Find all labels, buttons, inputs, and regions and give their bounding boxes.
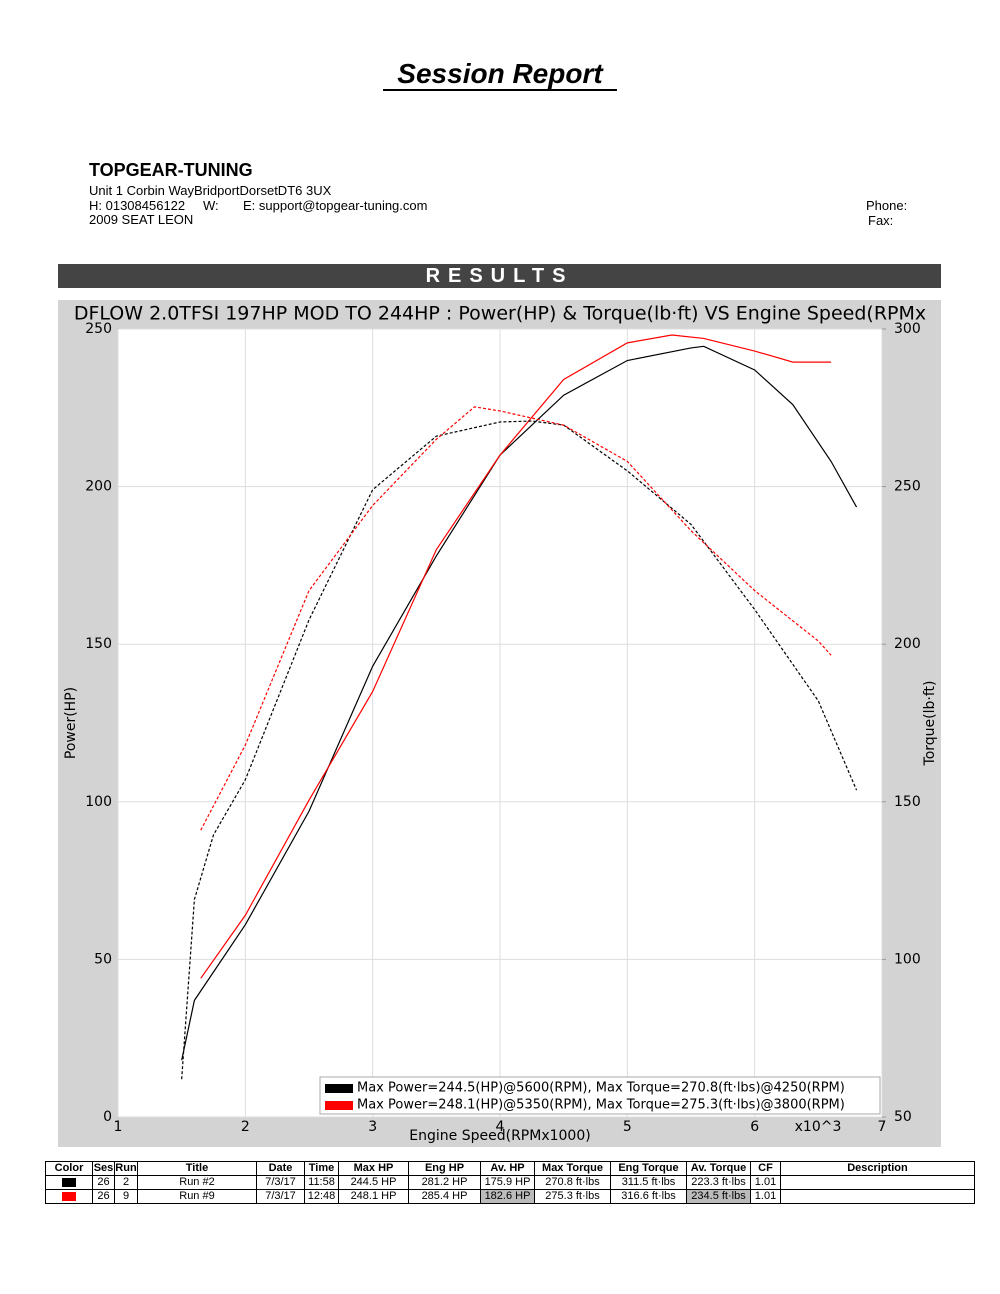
table-cell: 234.5 ft·lbs bbox=[686, 1189, 751, 1204]
table-cell: Run #9 bbox=[137, 1189, 257, 1204]
table-cell: 1.01 bbox=[750, 1175, 781, 1190]
table-cell: 270.8 ft·lbs bbox=[534, 1175, 611, 1190]
column-header: CF bbox=[750, 1161, 781, 1176]
y-tick-label: 200 bbox=[85, 479, 112, 495]
x-tick-label: 4 bbox=[496, 1119, 505, 1135]
column-header: Title bbox=[137, 1161, 257, 1176]
legend: Max Power=244.5(HP)@5600(RPM), Max Torqu… bbox=[325, 1081, 845, 1113]
legend-entry: Max Power=248.1(HP)@5350(RPM), Max Torqu… bbox=[357, 1098, 845, 1113]
table-cell: 7/3/17 bbox=[256, 1189, 305, 1204]
table-cell: 182.6 HP bbox=[480, 1189, 535, 1204]
x-tick-label: 2 bbox=[241, 1119, 250, 1135]
color-swatch bbox=[62, 1177, 76, 1187]
y2-tick-label: 250 bbox=[894, 479, 921, 495]
table-row: 26 2 Run #2 7/3/17 11:58 244.5 HP 281.2 HP 175.… bbox=[45, 1175, 975, 1190]
column-header: Date bbox=[256, 1161, 305, 1176]
column-header: Eng HP bbox=[408, 1161, 481, 1176]
column-header: Ses bbox=[92, 1161, 115, 1176]
y-tick-label: 100 bbox=[85, 794, 112, 810]
y2-tick-label: 200 bbox=[894, 636, 921, 652]
legend-box bbox=[319, 1076, 881, 1115]
x-axis-label: Engine Speed(RPMx1000) bbox=[409, 1128, 590, 1144]
legend-entry: Max Power=244.5(HP)@5600(RPM), Max Torqu… bbox=[357, 1081, 845, 1096]
phone: Phone: bbox=[866, 198, 908, 213]
report-title: Session Report bbox=[0, 58, 1000, 91]
table-cell: 7/3/17 bbox=[256, 1175, 305, 1190]
address: Unit 1 Corbin WayBridportDorsetDT6 3UX bbox=[89, 183, 332, 198]
color-cell bbox=[45, 1189, 93, 1204]
results-bar: RESULTS bbox=[58, 264, 941, 288]
table-cell: 275.3 ft·lbs bbox=[534, 1189, 611, 1204]
y2-tick-label: 150 bbox=[894, 794, 921, 810]
table-cell: 9 bbox=[114, 1189, 138, 1204]
torque-line bbox=[181, 420, 858, 1080]
y-tick-label: 50 bbox=[94, 951, 112, 967]
results-table: Color Ses Run Title Date Time Max HP Eng HP Av. … bbox=[45, 1161, 975, 1204]
table-cell: 285.4 HP bbox=[408, 1189, 481, 1204]
table-cell: 244.5 HP bbox=[338, 1175, 409, 1190]
power-line bbox=[200, 334, 832, 979]
column-header: Av. Torque bbox=[686, 1161, 751, 1176]
table-cell: 316.6 ft·lbs bbox=[610, 1189, 687, 1204]
description-cell bbox=[780, 1175, 975, 1190]
grid: 1 2 3 4 5 6 7 0 50 100 150 200 250 50 100 150 200 250 300 bbox=[85, 321, 920, 1135]
company: TOPGEAR-TUNING bbox=[89, 160, 253, 180]
y2-axis-label: Torque(lb·ft) bbox=[922, 681, 938, 767]
column-header: Max Torque bbox=[534, 1161, 611, 1176]
table-cell: 12:48 bbox=[304, 1189, 339, 1204]
table-cell: Run #2 bbox=[137, 1175, 257, 1190]
y-axis-label: Power(HP) bbox=[63, 687, 79, 759]
report-title-text: Session Report bbox=[383, 58, 617, 91]
x-tick-label: 7 bbox=[878, 1119, 887, 1135]
column-header: Run bbox=[114, 1161, 138, 1176]
y2-tick-label: 50 bbox=[894, 1109, 912, 1125]
torque-line bbox=[200, 406, 832, 831]
column-header: Eng Torque bbox=[610, 1161, 687, 1176]
lines bbox=[181, 334, 858, 1080]
table-cell: 11:58 bbox=[304, 1175, 339, 1190]
table-row: 26 9 Run #9 7/3/17 12:48 248.1 HP 285.4 HP 182.… bbox=[45, 1189, 975, 1204]
x-tick-label: 6 bbox=[750, 1119, 759, 1135]
x-tick-label: 3 bbox=[368, 1119, 377, 1135]
y2-tick-label: 100 bbox=[894, 951, 921, 967]
chart-title: DFLOW 2.0TFSI 197HP MOD TO 244HP : Power… bbox=[74, 303, 926, 325]
home-phone: H: 01308456122 bbox=[89, 198, 186, 213]
y2-tick-label: 300 bbox=[894, 321, 921, 337]
table-cell: 311.5 ft·lbs bbox=[610, 1175, 687, 1190]
table-cell: 223.3 ft·lbs bbox=[686, 1175, 751, 1190]
work-phone: W: bbox=[203, 198, 219, 213]
column-header: Max HP bbox=[338, 1161, 409, 1176]
table-cell: 175.9 HP bbox=[480, 1175, 535, 1190]
table-cell: 1.01 bbox=[750, 1189, 781, 1204]
y-tick-label: 150 bbox=[85, 636, 112, 652]
fax: Fax: bbox=[868, 213, 894, 228]
legend-swatch bbox=[325, 1084, 353, 1093]
color-cell bbox=[45, 1175, 93, 1190]
table-cell: 2 bbox=[114, 1175, 138, 1190]
column-header: Color bbox=[45, 1161, 93, 1176]
column-header: Description bbox=[780, 1161, 975, 1176]
table-cell: 281.2 HP bbox=[408, 1175, 481, 1190]
chart: DFLOW 2.0TFSI 197HP MOD TO 244HP : Power… bbox=[58, 300, 941, 1147]
x-tick-label: 5 bbox=[623, 1119, 632, 1135]
power-line bbox=[181, 345, 858, 1061]
column-header: Time bbox=[304, 1161, 339, 1176]
y-tick-label: 250 bbox=[85, 321, 112, 337]
x-tick-label: 1 bbox=[114, 1119, 123, 1135]
table-cell: 26 bbox=[92, 1175, 115, 1190]
table-cell: 248.1 HP bbox=[338, 1189, 409, 1204]
email: E: support@topgear-tuning.com bbox=[243, 198, 428, 213]
color-swatch bbox=[62, 1191, 76, 1201]
column-header: Av. HP bbox=[480, 1161, 535, 1176]
legend-swatch bbox=[325, 1101, 353, 1110]
x-multiplier: x10^3 bbox=[795, 1119, 842, 1135]
description-cell bbox=[780, 1189, 975, 1204]
y-tick-label: 0 bbox=[103, 1109, 112, 1125]
vehicle: 2009 SEAT LEON bbox=[89, 212, 194, 227]
table-cell: 26 bbox=[92, 1189, 115, 1204]
